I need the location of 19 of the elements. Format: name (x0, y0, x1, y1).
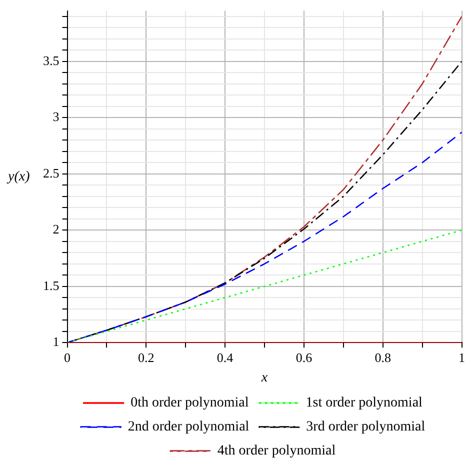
x-tick-label: 0.6 (296, 350, 313, 365)
x-axis-title: x (260, 370, 268, 386)
y-axis-title: y(x) (6, 169, 30, 184)
x-tick-label: 0.8 (374, 350, 391, 365)
legend-label: 1st order polynomial (306, 396, 423, 411)
legend-label: 3rd order polynomial (306, 420, 426, 435)
x-tick-label: 1 (458, 350, 465, 365)
legend-label: 2nd order polynomial (128, 420, 250, 435)
y-tick-label: 2 (52, 222, 60, 237)
y-tick-label: 3 (52, 109, 60, 124)
x-tick-label: 0 (64, 350, 70, 365)
legend-label: 4th order polynomial (217, 444, 336, 459)
x-tick-label: 0.2 (138, 350, 154, 365)
y-tick-label: 1.5 (43, 278, 60, 293)
y-tick-label: 2.5 (43, 165, 60, 180)
legend-label: 0th order polynomial (130, 396, 249, 411)
y-tick-label: 1 (52, 334, 60, 350)
y-tick-label: 3.5 (43, 52, 60, 68)
x-tick-label: 0.4 (216, 350, 234, 365)
